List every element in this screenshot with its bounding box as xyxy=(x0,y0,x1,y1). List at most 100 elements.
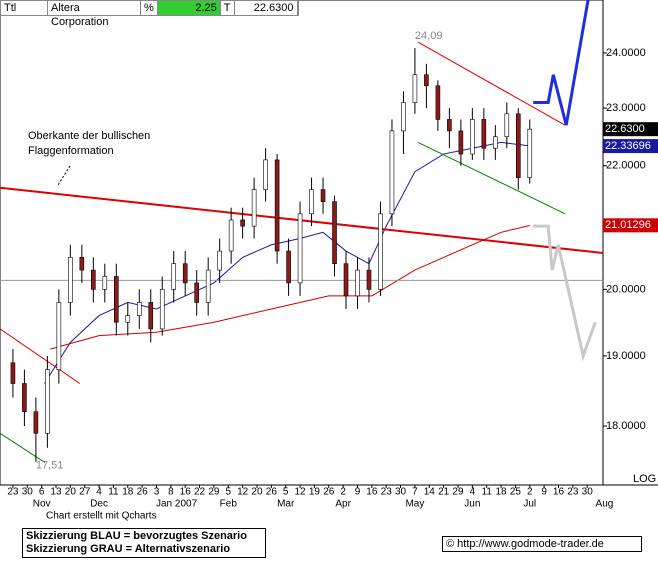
x-tick-label: 20 xyxy=(251,487,263,498)
y-tick-label: 20.0000 xyxy=(606,283,646,295)
x-tick-label: 16 xyxy=(180,487,192,498)
candle-body xyxy=(332,201,337,265)
price-tag xyxy=(603,139,658,154)
month-label: Mar xyxy=(277,499,295,510)
candle-body xyxy=(56,302,62,370)
candle-body xyxy=(182,263,188,284)
x-tick-label: 18 xyxy=(496,487,508,498)
month-label: Feb xyxy=(220,499,238,510)
candle-body xyxy=(297,213,303,284)
month-label: May xyxy=(405,499,424,510)
x-tick-label: 4 xyxy=(470,487,476,498)
month-label: Jul xyxy=(523,499,536,510)
x-tick-label: 27 xyxy=(79,487,91,498)
candle-body xyxy=(412,74,418,103)
candle-body xyxy=(228,219,234,252)
x-tick-label: 12 xyxy=(295,487,307,498)
x-tick-label: 21 xyxy=(438,487,450,498)
x-tick-label: 23 xyxy=(567,487,579,498)
x-tick-label: 7 xyxy=(412,487,418,498)
candle-body xyxy=(22,383,27,413)
candle-body xyxy=(171,263,177,290)
x-tick-label: 19 xyxy=(309,487,321,498)
overlay-line xyxy=(50,225,530,350)
y-tick-label: 18.0000 xyxy=(606,420,646,432)
candle-body xyxy=(251,189,257,227)
note: Flaggenformation xyxy=(28,145,114,157)
month-label: Apr xyxy=(335,499,351,510)
x-tick-label: 14 xyxy=(424,487,436,498)
candle-body xyxy=(217,250,222,271)
x-tick-label: 16 xyxy=(366,487,378,498)
candle-body xyxy=(493,136,498,149)
price-tag xyxy=(603,122,658,137)
candle-body xyxy=(263,159,268,190)
x-tick-label: 9 xyxy=(541,487,547,498)
x-tick-label: 2 xyxy=(340,487,346,498)
x-tick-label: 4 xyxy=(96,487,102,498)
candle-body xyxy=(366,269,372,290)
x-tick-label: 8 xyxy=(168,487,174,498)
x-tick-label: 12 xyxy=(237,487,249,498)
x-tick-label: 29 xyxy=(208,487,220,498)
candle-body xyxy=(378,213,383,290)
header: Ttl Altera Corporation % 2.25 T 22.6300 xyxy=(0,0,299,28)
x-tick-label: 6 xyxy=(39,487,45,498)
candle-body xyxy=(343,263,349,297)
candle-body xyxy=(458,130,464,155)
candle-body xyxy=(435,85,441,120)
overlay-line xyxy=(0,432,46,463)
month-label: Jan 2007 xyxy=(156,499,198,510)
x-tick-label: 3 xyxy=(154,487,160,498)
copyright[interactable]: © http://www.godmode-trader.de xyxy=(442,536,642,552)
legend-gray: Skizzierung GRAU = Alternativszenario xyxy=(26,543,231,555)
price-tag-label: 21.01296 xyxy=(605,219,651,231)
candle-body xyxy=(389,130,395,215)
price-tag xyxy=(603,218,658,233)
candle-body xyxy=(33,411,39,434)
axis-scale-label: LOG xyxy=(633,473,656,485)
month-label: Dec xyxy=(90,499,108,510)
x-tick-label: 30 xyxy=(582,487,594,498)
overlay-line xyxy=(417,41,566,126)
month-label: Nov xyxy=(33,499,51,510)
candle-body xyxy=(205,269,211,303)
x-tick-label: 11 xyxy=(482,487,493,498)
y-tick-label: 19.0000 xyxy=(606,350,646,362)
x-tick-label: 26 xyxy=(323,487,335,498)
x-tick-label: 22 xyxy=(194,487,206,498)
month-label: Jun xyxy=(464,499,480,510)
symbol: Ttl xyxy=(1,1,48,15)
overlay-line xyxy=(0,328,81,384)
candle-body xyxy=(401,102,406,132)
candle-body xyxy=(91,269,96,290)
x-tick-label: 2 xyxy=(527,487,533,498)
note-pointer xyxy=(57,165,71,186)
x-tick-label: 5 xyxy=(283,487,289,498)
candle-body xyxy=(320,189,326,202)
candle-body xyxy=(286,250,291,284)
x-tick-label: 11 xyxy=(108,487,119,498)
overlay-line xyxy=(417,141,566,215)
x-tick-label: 5 xyxy=(225,487,231,498)
candle-body xyxy=(68,257,73,303)
legend-box: Skizzierung BLAU = bevorzugtes Szenario … xyxy=(22,528,266,558)
overlay-line xyxy=(533,224,597,362)
x-tick-label: 18 xyxy=(122,487,134,498)
credit: Chart erstellt mit Qcharts xyxy=(46,511,157,522)
x-tick-label: 30 xyxy=(22,487,34,498)
candle-body xyxy=(159,289,165,330)
last: 22.6300 xyxy=(235,1,298,15)
x-tick-label: 29 xyxy=(452,487,464,498)
extreme-label: 24,09 xyxy=(415,30,443,42)
candle-body xyxy=(527,128,533,178)
x-tick-label: 25 xyxy=(510,487,522,498)
candle-body xyxy=(470,119,475,155)
candle-body xyxy=(481,119,487,149)
month-label: Aug xyxy=(596,499,614,510)
change: 2.25 xyxy=(157,1,221,15)
candle-body xyxy=(113,276,119,323)
candle-body xyxy=(79,257,85,271)
y-tick-label: 24.0000 xyxy=(606,47,646,59)
